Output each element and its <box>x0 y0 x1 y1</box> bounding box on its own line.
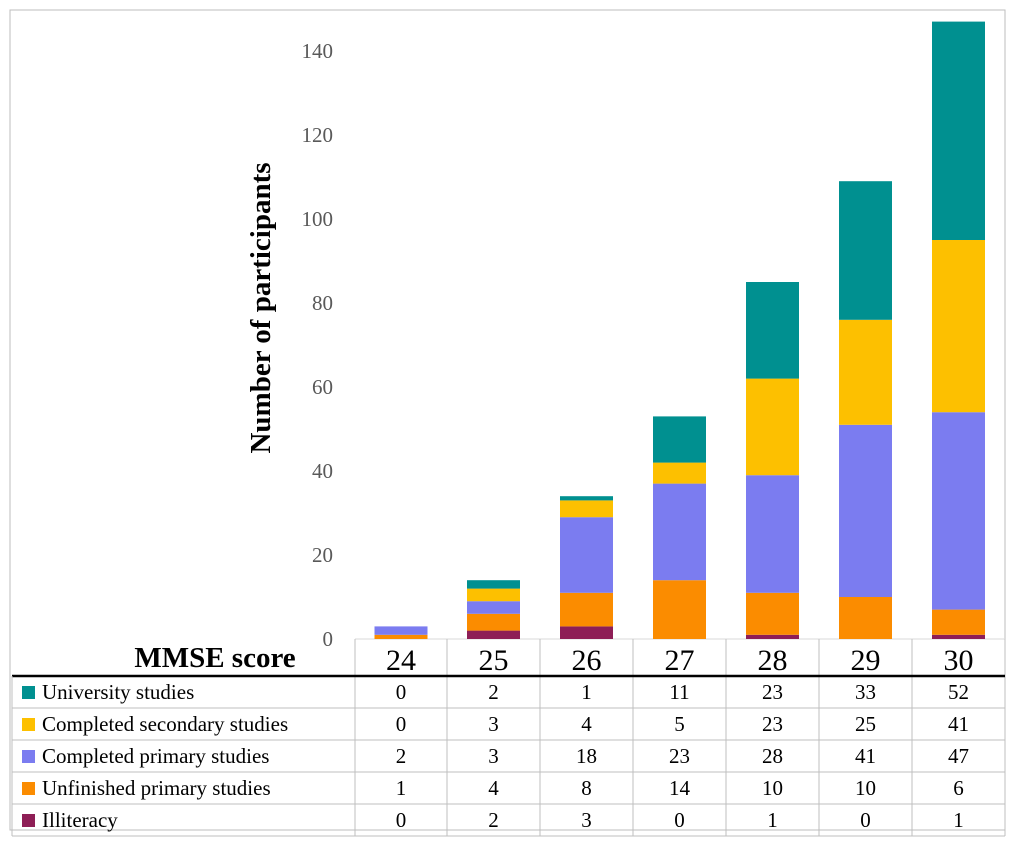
x-tick-label: 27 <box>665 644 695 677</box>
chart-border <box>9 9 1006 831</box>
bar-segment <box>560 517 613 593</box>
bar-segment <box>560 496 613 501</box>
table-cell-value: 23 <box>762 712 783 736</box>
table-cell-value: 10 <box>855 776 876 800</box>
bar-segment <box>374 634 428 639</box>
bar-segment <box>932 21 985 240</box>
table-cell-value: 33 <box>855 680 876 704</box>
bar-segment <box>467 588 520 602</box>
bar-segment <box>932 412 985 610</box>
y-tick-label: 40 <box>312 459 333 483</box>
y-axis-title: Number of participants <box>245 162 277 453</box>
table-cell-value: 2 <box>488 680 499 704</box>
table-cell-value: 3 <box>581 808 592 832</box>
bar-segment <box>746 592 799 635</box>
table-cell-value: 4 <box>581 712 592 736</box>
table-cell-value: 0 <box>860 808 871 832</box>
bar-segment <box>653 462 706 484</box>
bar-segment <box>746 634 799 639</box>
x-tick-label: 26 <box>572 644 602 677</box>
bar-segment <box>374 626 428 635</box>
legend-swatch <box>22 718 35 731</box>
table-cell-value: 10 <box>762 776 783 800</box>
y-tick-label: 0 <box>323 627 334 651</box>
table-cell-value: 0 <box>396 712 407 736</box>
bar-segment <box>932 240 985 413</box>
table-cell-value: 4 <box>488 776 499 800</box>
legend-swatch <box>22 686 35 699</box>
bar-segment <box>653 416 706 463</box>
x-tick-label: 24 <box>386 644 416 677</box>
bar-segment <box>746 282 799 379</box>
table-cell-value: 0 <box>396 808 407 832</box>
bar-segment <box>839 181 892 320</box>
bar-segment <box>746 475 799 593</box>
table-cell-value: 1 <box>396 776 407 800</box>
bar-segment <box>560 626 613 639</box>
table-cell-value: 2 <box>488 808 499 832</box>
bar-segment <box>839 319 892 425</box>
y-tick-label: 100 <box>302 207 334 231</box>
x-tick-label: 25 <box>479 644 509 677</box>
bar-segment <box>932 634 985 639</box>
table-cell-value: 25 <box>855 712 876 736</box>
bar-segment <box>746 378 799 476</box>
table-cell-value: 8 <box>581 776 592 800</box>
bar-segment <box>560 500 613 518</box>
table-cell-value: 2 <box>396 744 407 768</box>
table-cell-value: 1 <box>581 680 592 704</box>
y-tick-label: 20 <box>312 543 333 567</box>
legend-swatch <box>22 814 35 827</box>
bar-segment <box>467 613 520 631</box>
table-cell-value: 0 <box>396 680 407 704</box>
bar-segment <box>467 630 520 639</box>
table-cell-value: 0 <box>674 808 685 832</box>
x-tick-label: 29 <box>851 644 881 677</box>
table-cell-value: 6 <box>953 776 964 800</box>
table-cell-value: 14 <box>669 776 691 800</box>
table-cell-value: 52 <box>948 680 969 704</box>
table-cell-value: 3 <box>488 744 499 768</box>
bar-segment <box>467 601 520 614</box>
legend-swatch <box>22 750 35 763</box>
bar-segment <box>839 597 892 639</box>
bar-segment <box>932 609 985 635</box>
y-tick-label: 80 <box>312 291 333 315</box>
table-cell-value: 5 <box>674 712 685 736</box>
legend-label: University studies <box>42 680 194 704</box>
x-tick-label: 30 <box>944 644 974 677</box>
bar-segment <box>467 580 520 589</box>
legend-label: Illiteracy <box>42 808 118 832</box>
table-cell-value: 41 <box>948 712 969 736</box>
table-cell-value: 47 <box>948 744 969 768</box>
y-tick-label: 140 <box>302 39 334 63</box>
legend-label: Unfinished primary studies <box>42 776 271 800</box>
table-cell-value: 1 <box>953 808 964 832</box>
table-cell-value: 18 <box>576 744 597 768</box>
y-tick-label: 60 <box>312 375 333 399</box>
table-cell-value: 23 <box>669 744 690 768</box>
legend-swatch <box>22 782 35 795</box>
legend-label: Completed primary studies <box>42 744 269 768</box>
table-cell-value: 23 <box>762 680 783 704</box>
legend-label: Completed secondary studies <box>42 712 288 736</box>
bar-segment <box>653 483 706 581</box>
y-tick-label: 120 <box>302 123 334 147</box>
bar-segment <box>839 424 892 597</box>
table-cell-value: 41 <box>855 744 876 768</box>
table-cell-value: 11 <box>669 680 689 704</box>
table-cell-value: 3 <box>488 712 499 736</box>
table-cell-value: 28 <box>762 744 783 768</box>
x-tick-label: 28 <box>758 644 788 677</box>
bar-segment <box>653 580 706 639</box>
x-axis-title: MMSE score <box>134 642 295 674</box>
bar-segment <box>560 592 613 627</box>
table-cell-value: 1 <box>767 808 778 832</box>
